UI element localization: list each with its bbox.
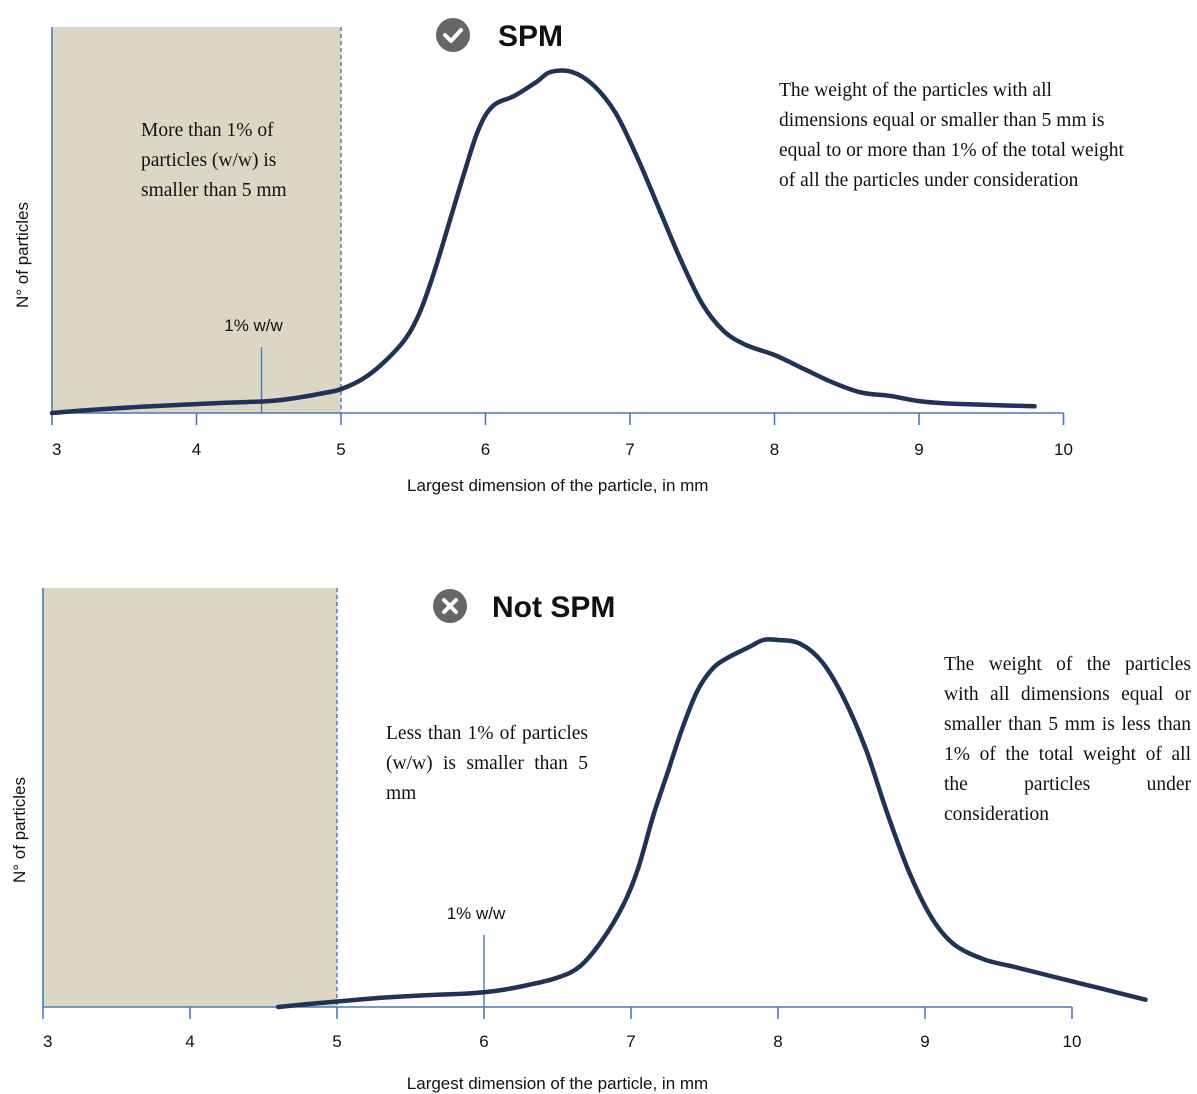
marker-label-1pct: 1% w/w xyxy=(224,316,283,335)
y-axis-title: N° of particles xyxy=(10,777,29,883)
x-tick-label: 6 xyxy=(481,440,490,459)
marker-label-1pct: 1% w/w xyxy=(447,904,506,923)
annotation-not-spm-left: Less than 1% of particles (w/w) is small… xyxy=(386,723,588,804)
x-tick-label: 10 xyxy=(1063,1032,1082,1051)
y-axis-title: N° of particles xyxy=(13,202,32,308)
shaded-region xyxy=(52,27,341,413)
x-tick-label: 8 xyxy=(770,440,779,459)
x-tick-label: 4 xyxy=(192,440,201,459)
x-tick-label: 3 xyxy=(43,1032,52,1051)
annotation-spm-left: More than 1% of particles (w/w) is small… xyxy=(141,120,287,201)
x-tick-label: 5 xyxy=(336,440,345,459)
x-tick-label: 8 xyxy=(773,1032,782,1051)
shaded-region xyxy=(43,588,337,1007)
check-circle-icon xyxy=(436,18,470,52)
x-tick-label: 10 xyxy=(1054,440,1073,459)
chart-title: Not SPM xyxy=(492,591,615,624)
chart-panel-1: 3 4 5 6 7 8 9 10 Largest dimension of the partic… xyxy=(10,588,1148,1093)
x-axis-title: Largest dimension of the particle, in mm xyxy=(407,476,708,495)
x-tick-label: 4 xyxy=(185,1032,194,1051)
x-tick-label: 6 xyxy=(479,1032,488,1051)
x-tick-label: 9 xyxy=(920,1032,929,1051)
x-tick-label: 7 xyxy=(625,440,634,459)
distribution-curve xyxy=(49,68,1037,416)
x-tick-label: 5 xyxy=(332,1032,341,1051)
distribution-curve xyxy=(275,637,1148,1010)
x-axis-title: Largest dimension of the particle, in mm xyxy=(407,1074,708,1093)
x-tick-label: 3 xyxy=(52,440,61,459)
chart-title: SPM xyxy=(498,20,563,53)
x-tick-label: 9 xyxy=(914,440,923,459)
x-tick-label: 7 xyxy=(626,1032,635,1051)
annotation-spm-right: The weight of the particles with all dim… xyxy=(779,80,1124,191)
annotation-not-spm-right: The weight of the particles with all dim… xyxy=(944,654,1191,825)
cross-circle-icon xyxy=(433,589,467,623)
chart-panel-0: 3 4 5 6 7 8 9 10 Largest dimension of the partic… xyxy=(13,18,1073,495)
